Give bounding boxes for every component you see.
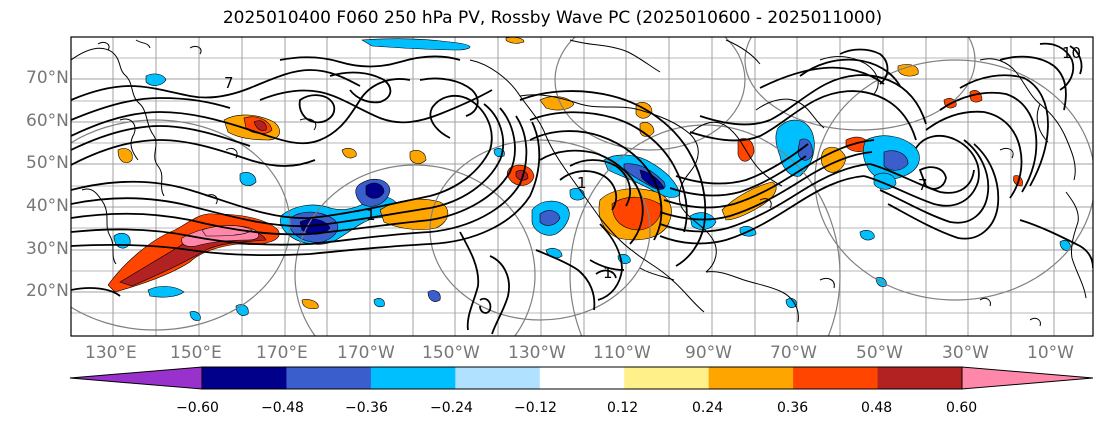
colorbar-segment <box>708 367 794 389</box>
lat-label-40n: 40°N <box>26 196 69 216</box>
lat-label-50n: 50°N <box>26 153 69 173</box>
colorbar-segment <box>202 367 287 389</box>
map-panel: 7 7 1 1 1 10 <box>70 36 1094 337</box>
lon-label: 90°W <box>685 343 732 363</box>
colorbar-tick-label: −0.12 <box>514 400 557 416</box>
contour-label: 7 <box>224 74 234 92</box>
contour-label: 1 <box>366 206 376 224</box>
map-frame <box>70 36 1094 337</box>
lon-label: 70°W <box>770 343 817 363</box>
lon-label: 170°W <box>337 343 395 363</box>
contour-labels: 7 7 1 1 1 10 <box>224 44 1081 282</box>
lon-label: 170°E <box>256 343 308 363</box>
colorbar-extend-low <box>70 367 202 389</box>
colorbar-tick-label: 0.60 <box>946 400 978 416</box>
colorbar-segment <box>877 367 963 389</box>
colorbar-segment <box>455 367 541 389</box>
colorbar-tick-label: −0.24 <box>430 400 473 416</box>
colorbar-segment <box>793 367 879 389</box>
lat-label-60n: 60°N <box>26 111 69 131</box>
pv-contours <box>71 42 1093 335</box>
contour-label: 10 <box>1062 44 1081 62</box>
lon-label: 150°E <box>170 343 222 363</box>
colorbar-tick-label: −0.36 <box>345 400 388 416</box>
lon-label: 110°W <box>593 343 651 363</box>
coastlines <box>71 39 1087 327</box>
colorbar-tick-label: 0.24 <box>692 400 724 416</box>
colorbar-tick-label: −0.60 <box>176 400 219 416</box>
lon-label: 130°W <box>508 343 566 363</box>
contour-label: 1 <box>577 174 587 192</box>
lat-label-30n: 30°N <box>26 239 69 259</box>
map-title: 2025010400 F060 250 hPa PV, Rossby Wave … <box>222 8 883 28</box>
colorbar-segment <box>539 367 625 389</box>
lon-label: 150°W <box>422 343 480 363</box>
lon-label: 130°E <box>85 343 137 363</box>
colorbar-segment <box>624 367 710 389</box>
colorbar-extend-high <box>962 367 1093 389</box>
colorbar-tick-label: −0.48 <box>261 400 304 416</box>
contour-label: 7 <box>918 176 928 194</box>
lon-label: 30°W <box>942 343 989 363</box>
colorbar-tick-label: 0.48 <box>861 400 893 416</box>
lon-label: 50°W <box>856 343 903 363</box>
lat-label-20n: 20°N <box>26 281 69 301</box>
colorbar-segment <box>286 367 372 389</box>
contour-label: 1 <box>603 264 613 282</box>
colorbar-segment <box>370 367 456 389</box>
reference-circles <box>71 37 1093 336</box>
lon-label: 10°W <box>1027 343 1074 363</box>
lat-label-70n: 70°N <box>26 68 69 88</box>
colorbar-tick-label: 0.12 <box>607 400 639 416</box>
colorbar-tick-label: 0.36 <box>777 400 809 416</box>
